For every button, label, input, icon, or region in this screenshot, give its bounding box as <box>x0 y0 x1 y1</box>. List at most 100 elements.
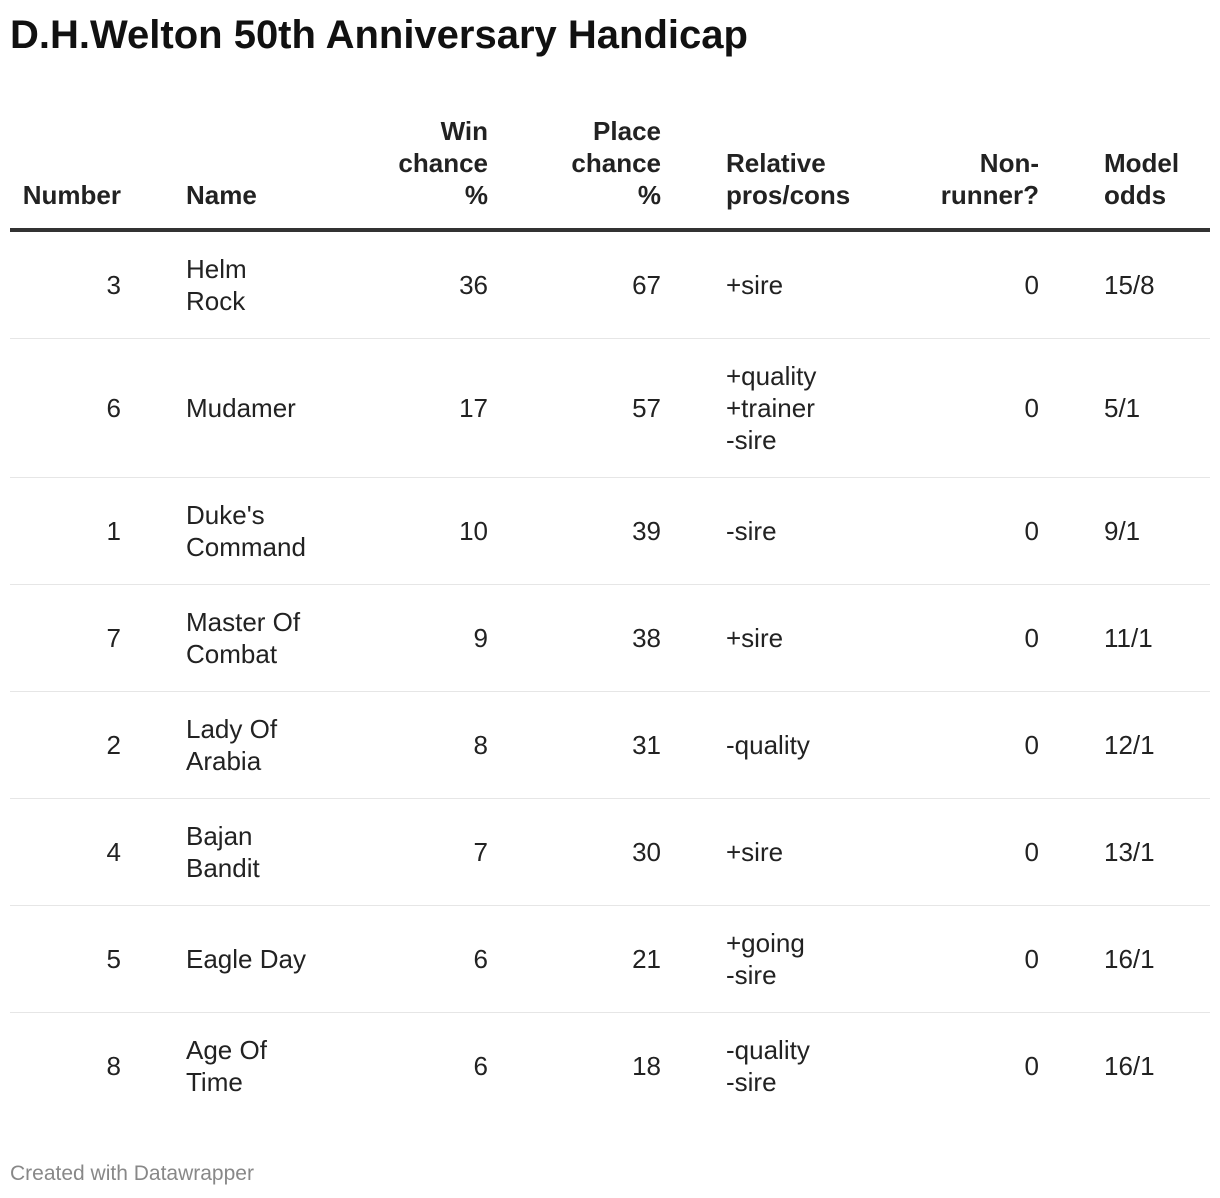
table-cell: -sire <box>661 477 875 585</box>
cell-line: 13/1 <box>1104 837 1155 867</box>
cell-line: Age Of <box>186 1035 267 1065</box>
cell-line: Relative <box>726 148 826 178</box>
cell-line: Eagle Day <box>186 944 306 974</box>
table-cell: 17 <box>328 338 488 478</box>
table-body: 3 Helm Rock 36 67 +sire 0 15/8 6 Mudamer 17 57 +qual… <box>10 230 1210 1119</box>
table-cell: 0 <box>875 691 1039 799</box>
table-cell: 9 <box>328 584 488 692</box>
cell-line: Mudamer <box>186 393 296 423</box>
cell-line: 0 <box>1024 837 1039 867</box>
cell-line: 10 <box>459 516 488 546</box>
cell-line: 0 <box>1024 944 1039 974</box>
table-cell: +sire <box>661 230 875 339</box>
table-cell: Master Of Combat <box>121 584 328 692</box>
table-cell: 2 <box>10 691 121 799</box>
cell-line: 38 <box>632 623 661 653</box>
table-row: 1 Duke's Command 10 39 -sire 0 9/1 <box>10 477 1210 585</box>
cell-line: 0 <box>1024 623 1039 653</box>
cell-line: 0 <box>1024 270 1039 300</box>
table-cell: Lady Of Arabia <box>121 691 328 799</box>
cell-line: 0 <box>1024 1051 1039 1081</box>
table-cell: 57 <box>488 338 661 478</box>
table-cell: 31 <box>488 691 661 799</box>
cell-line: 4 <box>106 837 121 867</box>
table-row: 4 Bajan Bandit 7 30 +sire 0 13/1 <box>10 798 1210 906</box>
cell-line: -sire <box>726 1067 777 1097</box>
table-cell: 6 <box>328 905 488 1013</box>
cell-line: 17 <box>459 393 488 423</box>
cell-line: +sire <box>726 270 784 300</box>
table-cell: 0 <box>875 477 1039 585</box>
cell-line: Helm <box>186 254 247 284</box>
table-cell: 7 <box>10 584 121 692</box>
column-header: Model odds <box>1039 114 1210 232</box>
cell-line: chance <box>398 148 488 178</box>
table-cell: 12/1 <box>1039 691 1210 799</box>
table-cell: Duke's Command <box>121 477 328 585</box>
table-cell: 7 <box>328 798 488 906</box>
column-header: Place chance% <box>488 114 661 232</box>
cell-line: 0 <box>1024 730 1039 760</box>
table-row: 7 Master Of Combat 9 38 +sire 0 11/1 <box>10 584 1210 692</box>
table-cell: Eagle Day <box>121 905 328 1013</box>
table-cell: 15/8 <box>1039 230 1210 339</box>
cell-line: -sire <box>726 425 777 455</box>
header-row: Number Name Win chance% Place chance% Relative… <box>10 114 1210 232</box>
cell-line: +sire <box>726 837 784 867</box>
table-cell: 8 <box>328 691 488 799</box>
cell-line: Win <box>440 116 488 146</box>
cell-line: Duke's <box>186 500 265 530</box>
table-cell: Age Of Time <box>121 1013 328 1120</box>
cell-line: % <box>637 180 661 210</box>
column-header: Number <box>10 114 121 232</box>
cell-line: Time <box>186 1067 243 1097</box>
table-cell: 10 <box>328 477 488 585</box>
table-cell: 39 <box>488 477 661 585</box>
cell-line: runner? <box>940 180 1039 210</box>
cell-line: 5 <box>106 944 121 974</box>
cell-line: 18 <box>632 1051 661 1081</box>
table-cell: 0 <box>875 230 1039 339</box>
table-row: 3 Helm Rock 36 67 +sire 0 15/8 <box>10 230 1210 339</box>
table-cell: +sire <box>661 798 875 906</box>
table-cell: +going -sire <box>661 905 875 1013</box>
table-cell: 6 <box>328 1013 488 1120</box>
footer: Created with Datawrapper <box>10 1162 254 1185</box>
table-cell: Helm Rock <box>121 230 328 339</box>
cell-line: +sire <box>726 623 784 653</box>
cell-line: Arabia <box>186 746 262 776</box>
table-row: 2 Lady Of Arabia 8 31 -quality 0 12/1 <box>10 691 1210 799</box>
table-cell: 9/1 <box>1039 477 1210 585</box>
table-cell: Mudamer <box>121 338 328 478</box>
cell-line: 0 <box>1024 516 1039 546</box>
table-cell: 36 <box>328 230 488 339</box>
title: D.H.Welton 50th Anniversary Handicap <box>10 13 748 57</box>
cell-line: Lady Of <box>186 714 278 744</box>
cell-line: 9/1 <box>1104 516 1141 546</box>
table-cell: 38 <box>488 584 661 692</box>
table-cell: 13/1 <box>1039 798 1210 906</box>
table-cell: 8 <box>10 1013 121 1120</box>
cell-line: Bandit <box>186 853 260 883</box>
cell-line: 36 <box>459 270 488 300</box>
table-cell: Bajan Bandit <box>121 798 328 906</box>
column-header: Name <box>121 114 328 232</box>
cell-line: 2 <box>106 730 121 760</box>
cell-line: 9 <box>473 623 488 653</box>
cell-line: 21 <box>632 944 661 974</box>
table-cell: 5/1 <box>1039 338 1210 478</box>
cell-line: Combat <box>186 639 278 669</box>
cell-line: 1 <box>106 516 121 546</box>
cell-line: % <box>464 180 488 210</box>
cell-line: chance <box>571 148 661 178</box>
table-cell: 6 <box>10 338 121 478</box>
table-row: 8 Age Of Time 6 18 -quality -sire 0 16/1 <box>10 1013 1210 1120</box>
cell-line: 16/1 <box>1104 944 1155 974</box>
table-cell: 0 <box>875 905 1039 1013</box>
cell-line: Number <box>22 180 121 210</box>
cell-line: 8 <box>473 730 488 760</box>
cell-line: 8 <box>106 1051 121 1081</box>
table-cell: 16/1 <box>1039 905 1210 1013</box>
cell-line: 57 <box>632 393 661 423</box>
